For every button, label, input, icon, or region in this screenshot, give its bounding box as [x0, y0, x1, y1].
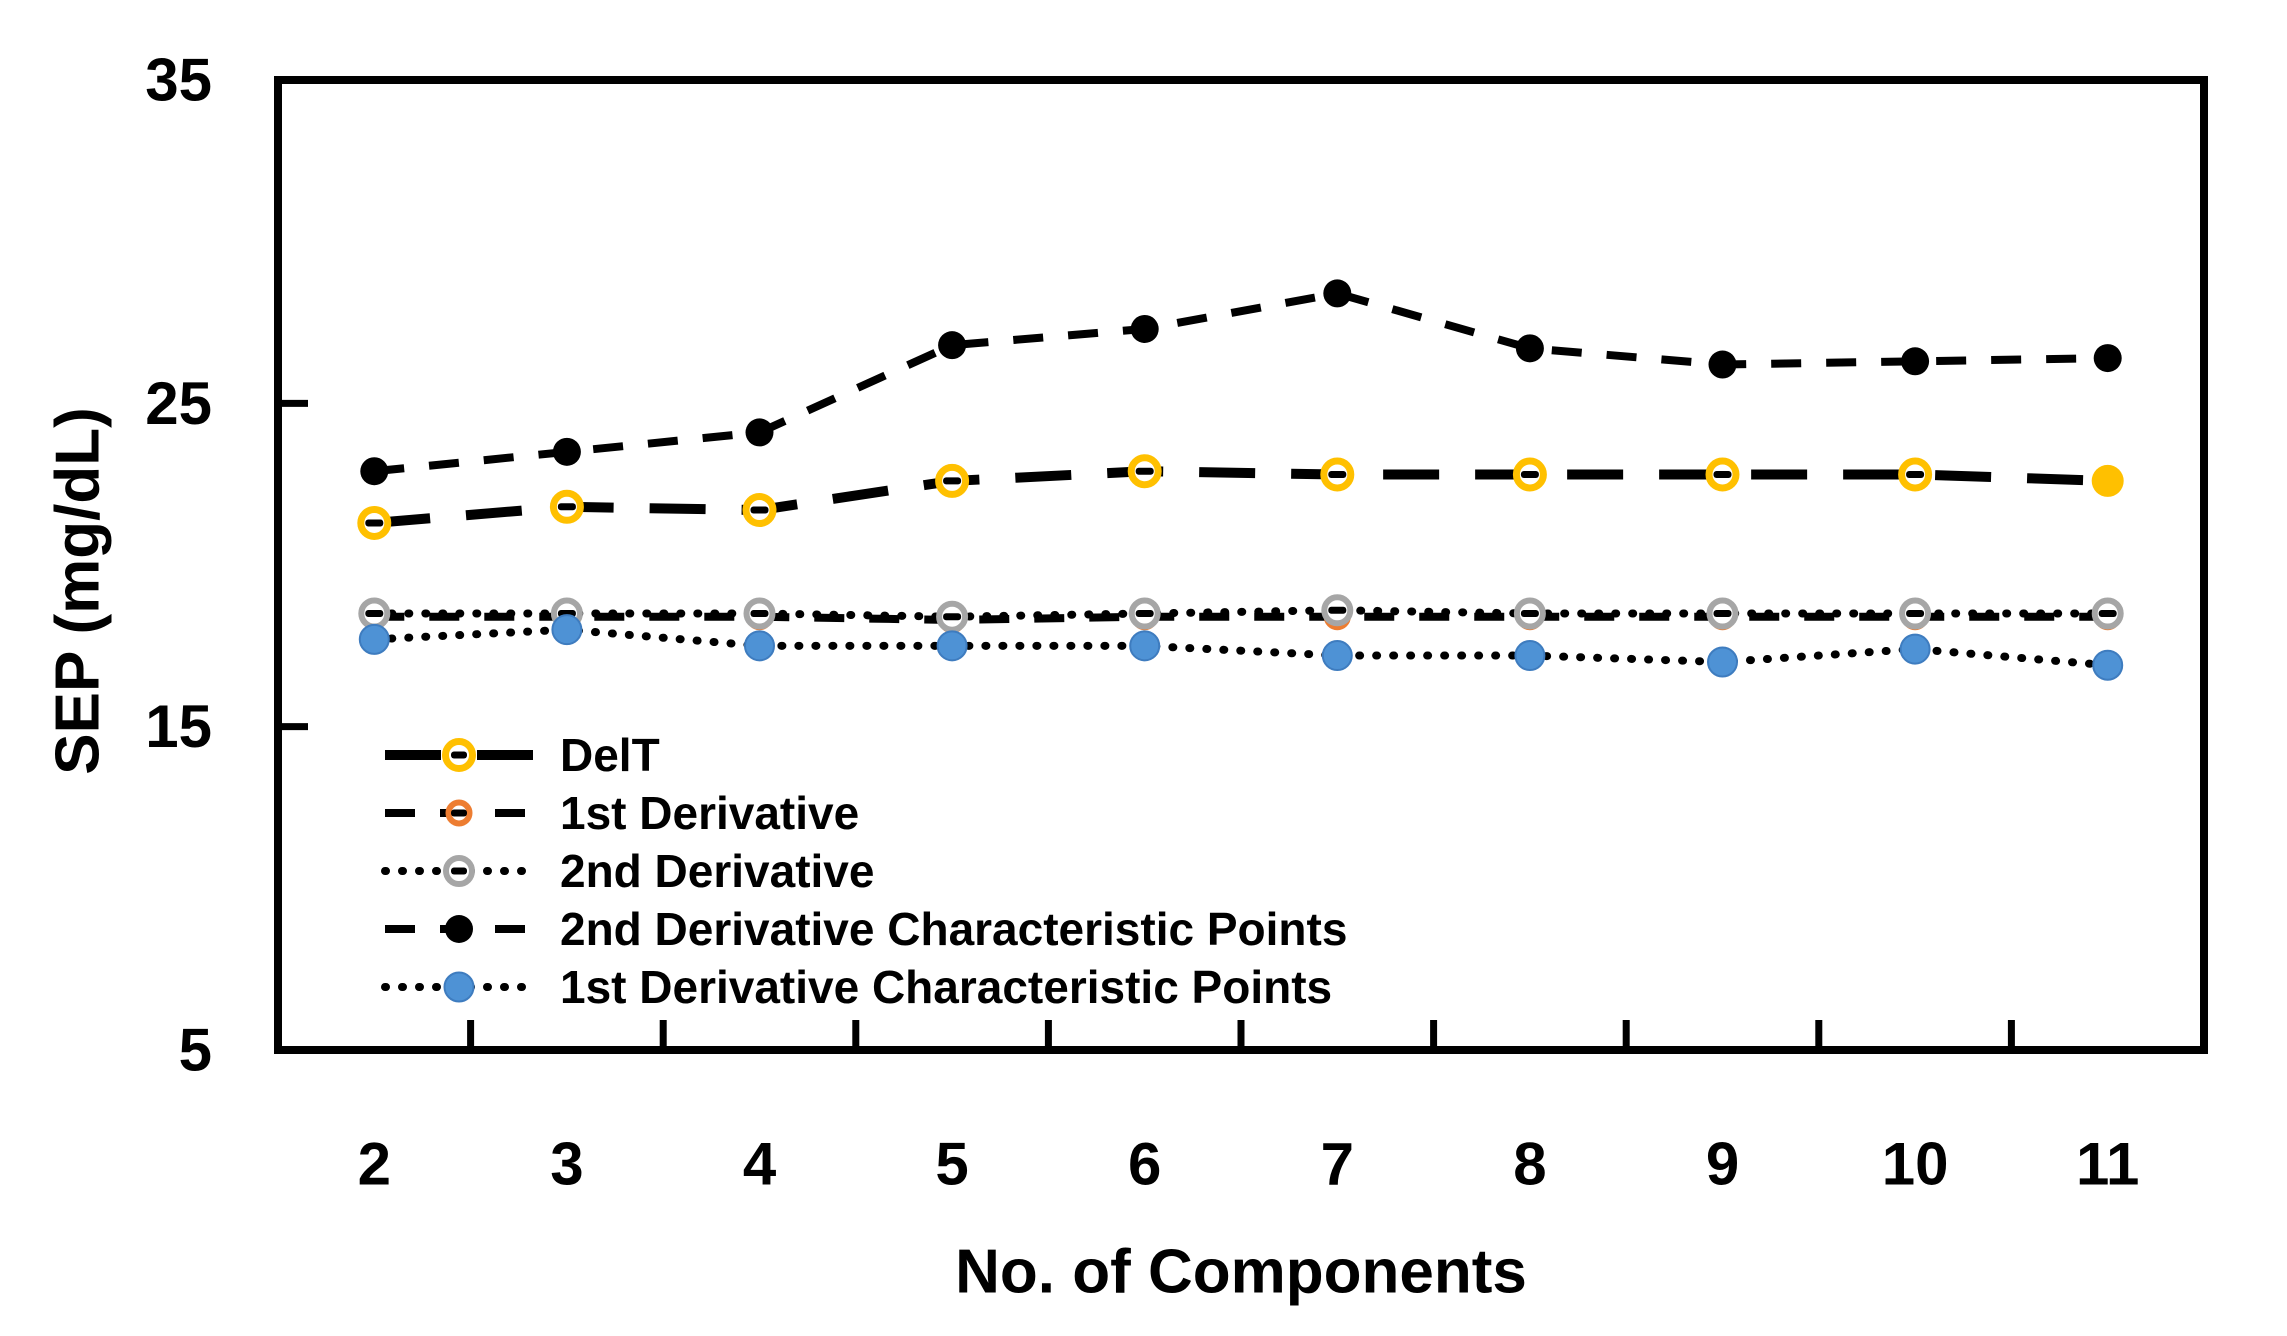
- y-tick-label: 35: [145, 47, 212, 114]
- data-point-marker: [1514, 640, 1546, 672]
- data-point-marker: [552, 437, 581, 466]
- data-point-marker-center-dash: [1328, 470, 1347, 478]
- legend-label: 1st Derivative: [560, 787, 859, 839]
- data-point-marker: [938, 331, 967, 360]
- x-tick-label: 5: [935, 1131, 968, 1198]
- series-line: [374, 612, 2108, 624]
- data-point-marker-center-dash: [943, 477, 962, 485]
- series-delt: [357, 454, 2124, 540]
- data-point-marker: [745, 418, 774, 447]
- legend-label: 2nd Derivative: [560, 845, 874, 897]
- legend-marker-center-dash: [451, 751, 467, 759]
- data-point-marker: [2091, 464, 2124, 497]
- data-point-marker-center-dash: [750, 506, 769, 514]
- legend-marker-center-dash: [451, 867, 467, 875]
- data-point-marker: [1707, 646, 1738, 678]
- series-line: [373, 466, 2108, 528]
- data-point-marker-center-dash: [1135, 467, 1154, 475]
- legend-label: 1st Derivative Characteristic Points: [560, 961, 1332, 1013]
- data-point-marker-center-dash: [1135, 610, 1154, 617]
- legend-item-2nd-derivative: 2nd Derivative: [381, 845, 874, 897]
- data-point-marker-center-dash: [365, 610, 384, 617]
- x-tick-label: 11: [2076, 1131, 2139, 1198]
- legend-label: 2nd Derivative Characteristic Points: [560, 903, 1347, 955]
- y-tick-label: 25: [145, 370, 212, 437]
- data-point-marker: [2092, 649, 2124, 681]
- data-point-marker: [1901, 347, 1930, 376]
- series-1st-derivative-characteristic-points: [358, 614, 2124, 681]
- legend-marker-center-dash: [451, 809, 467, 817]
- legend-label: DelT: [560, 729, 660, 781]
- x-tick-label: 8: [1513, 1131, 1546, 1198]
- y-tick-label: 15: [145, 693, 212, 760]
- data-point-marker-center-dash: [943, 613, 962, 621]
- x-tick-label: 2: [358, 1131, 391, 1198]
- data-point-marker-center-dash: [1328, 606, 1347, 614]
- data-point-marker: [1708, 350, 1737, 379]
- y-axis-title: SEP (mg/dL): [44, 407, 113, 774]
- series-line: [370, 606, 2112, 621]
- x-tick-label: 9: [1706, 1131, 1739, 1198]
- data-point-marker: [744, 630, 775, 662]
- data-point-marker: [1899, 633, 1931, 665]
- data-point-marker: [1515, 334, 1544, 363]
- data-point-marker-center-dash: [1713, 610, 1732, 617]
- data-point-marker: [1323, 279, 1352, 308]
- data-point-marker-center-dash: [1713, 470, 1732, 478]
- data-point-marker-center-dash: [557, 503, 576, 511]
- data-point-marker: [936, 630, 968, 662]
- plot-frame: [274, 76, 2208, 1054]
- data-point-marker-center-dash: [1520, 610, 1539, 617]
- x-tick-label: 4: [743, 1131, 777, 1198]
- data-point-marker-center-dash: [365, 519, 384, 527]
- legend-item-delt: DelT: [385, 729, 660, 781]
- series-2nd-derivative-characteristic-points: [360, 279, 2122, 486]
- x-tick-label: 10: [1882, 1131, 1949, 1198]
- data-point-marker: [1321, 640, 1353, 672]
- data-point-marker-center-dash: [1520, 470, 1539, 478]
- x-tick-label: 3: [550, 1131, 583, 1198]
- legend: DelT 1st Derivative 2nd Derivative 2nd Deri…: [381, 729, 1347, 1013]
- x-tick-label: 7: [1321, 1131, 1354, 1198]
- legend-marker: [443, 971, 475, 1003]
- series-2nd-derivative: [358, 594, 2124, 633]
- data-point-marker: [360, 457, 389, 486]
- legend-item-1st-derivative-characteristic-points: 1st Derivative Characteristic Points: [381, 961, 1332, 1013]
- data-point-marker-center-dash: [2098, 610, 2117, 617]
- legend-marker: [445, 915, 473, 943]
- data-point-marker-center-dash: [1906, 470, 1925, 478]
- y-tick-label: 5: [179, 1017, 212, 1084]
- data-point-marker: [358, 623, 390, 655]
- x-tick-label: 6: [1128, 1131, 1161, 1198]
- legend-item-2nd-derivative-characteristic-points: 2nd Derivative Characteristic Points: [385, 903, 1347, 955]
- data-point-marker: [1129, 630, 1161, 662]
- data-point-marker-center-dash: [1906, 610, 1925, 617]
- series-line: [373, 289, 2108, 476]
- data-point-marker-center-dash: [750, 610, 769, 617]
- data-point-marker: [551, 614, 583, 646]
- x-axis-title: No. of Components: [955, 1238, 1527, 1307]
- legend-item-1st-derivative: 1st Derivative: [385, 787, 859, 839]
- plot-area: 5 15 25 35 2 3 4 5 6 7 8 9 10 11: [145, 47, 2208, 1198]
- series-line: [370, 625, 2112, 670]
- data-point-marker: [1130, 314, 1159, 343]
- data-point-marker: [2093, 344, 2122, 373]
